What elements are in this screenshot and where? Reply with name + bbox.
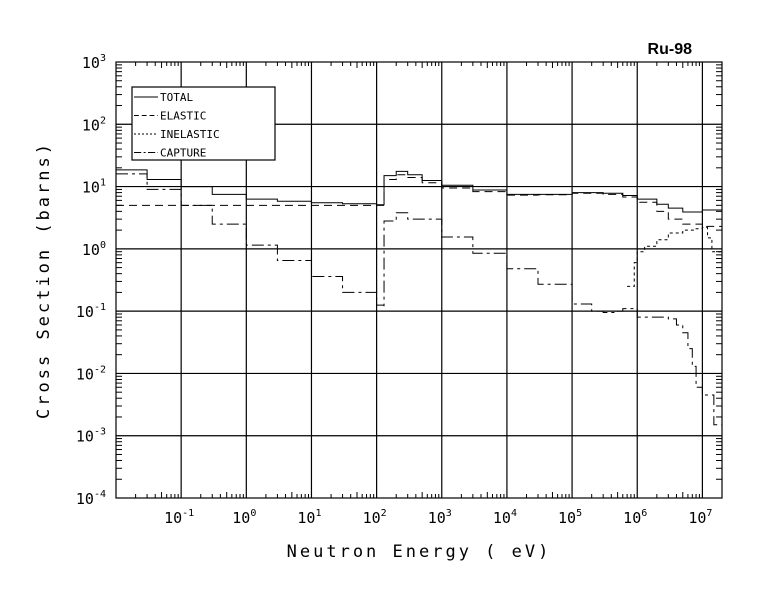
tick-exponent: 3 [100, 53, 106, 64]
x-tick-label: 106 [623, 508, 647, 527]
legend-label-inelastic: INELASTIC [160, 128, 220, 141]
y-tick-label: 10-4 [76, 489, 106, 508]
tick-exponent: 0 [100, 240, 106, 251]
tick-base: 10 [76, 303, 94, 321]
series-inelastic-line [627, 227, 723, 287]
x-tick-label: 104 [493, 508, 517, 527]
tick-base: 10 [428, 509, 446, 527]
tick-exponent: 7 [706, 508, 712, 519]
x-tick-label: 100 [232, 508, 256, 527]
tick-exponent: 0 [250, 508, 256, 519]
x-tick-label: 10-1 [164, 508, 194, 527]
y-tick-label: 10-3 [76, 427, 106, 446]
legend: TOTAL ELASTIC INELASTIC CAPTURE [131, 86, 276, 161]
x-tick-label: 101 [297, 508, 321, 527]
series-group [116, 169, 723, 434]
legend-label-elastic: ELASTIC [160, 110, 206, 123]
y-tick-label: 101 [82, 178, 106, 197]
tick-base: 10 [82, 116, 100, 134]
tick-exponent: 1 [315, 508, 321, 519]
plot-frame [115, 61, 723, 499]
y-axis-label: Cross Section (barns) [34, 141, 54, 419]
chart-title: Ru-98 [648, 41, 693, 58]
x-tick-label: 103 [428, 508, 452, 527]
tick-exponent: 2 [100, 115, 106, 126]
x-tick-label: 102 [363, 508, 387, 527]
tick-base: 10 [558, 509, 576, 527]
tick-base: 10 [76, 365, 94, 383]
tick-base: 10 [493, 509, 511, 527]
tick-base: 10 [82, 179, 100, 197]
tick-base: 10 [164, 509, 182, 527]
legend-label-capture: CAPTURE [160, 147, 206, 160]
x-tick-label: 105 [558, 508, 582, 527]
tick-base: 10 [363, 509, 381, 527]
tick-exponent: 3 [446, 508, 452, 519]
legend-box [131, 86, 276, 161]
tick-exponent: -3 [94, 427, 106, 438]
y-tick-label: 103 [82, 53, 106, 72]
tick-exponent: -4 [94, 489, 106, 500]
tick-exponent: 1 [100, 178, 106, 189]
tick-base: 10 [76, 428, 94, 446]
x-tick-label: 107 [688, 508, 712, 527]
legend-label-total: TOTAL [160, 91, 193, 104]
tick-base: 10 [82, 54, 100, 72]
tick-base: 10 [82, 241, 100, 259]
y-tick-label: 10-2 [76, 364, 106, 383]
tick-exponent: 2 [381, 508, 387, 519]
tick-base: 10 [623, 509, 641, 527]
tick-exponent: 4 [511, 508, 517, 519]
tick-base: 10 [232, 509, 250, 527]
y-tick-label: 102 [82, 115, 106, 134]
y-tick-label: 100 [82, 240, 106, 259]
tick-exponent: 6 [641, 508, 647, 519]
tick-exponent: 5 [576, 508, 582, 519]
tick-exponent: -2 [94, 364, 106, 375]
x-axis-label: Neutron Energy ( eV) [287, 542, 552, 562]
series-capture-line [116, 173, 723, 434]
tick-base: 10 [76, 490, 94, 508]
series-elastic-line [116, 174, 723, 227]
tick-base: 10 [297, 509, 315, 527]
tick-base: 10 [688, 509, 706, 527]
tick-exponent: -1 [182, 508, 194, 519]
ticks [116, 62, 722, 498]
y-tick-label: 10-1 [76, 302, 106, 321]
tick-exponent: -1 [94, 302, 106, 313]
